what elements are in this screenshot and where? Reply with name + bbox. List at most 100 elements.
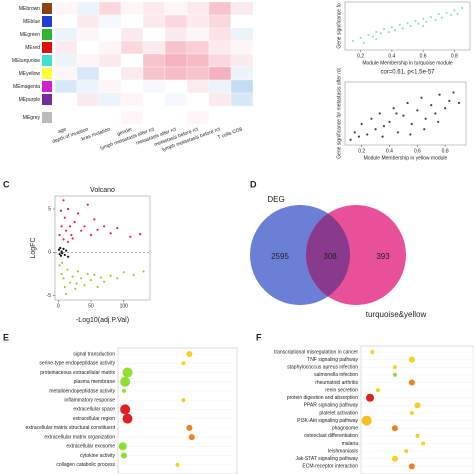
- dot: [366, 393, 375, 402]
- category-label: serine-type endopeptidase activity: [39, 361, 115, 367]
- x-axis-label: Module Membership in turquoise module: [362, 60, 453, 66]
- category-label: Jak-STAT signaling pathway: [295, 456, 358, 462]
- heat-cell: [54, 92, 78, 107]
- point: [414, 20, 417, 23]
- heat-cell: [142, 66, 166, 81]
- module-swatch: [42, 68, 52, 79]
- heat-cell: [76, 1, 100, 16]
- dot: [392, 365, 397, 370]
- point: [429, 15, 433, 19]
- dot: [408, 379, 415, 386]
- y-tick-label: -5: [47, 293, 52, 299]
- row-label: MEblue: [23, 19, 40, 25]
- heat-cell: [164, 53, 188, 68]
- heat-cell: [164, 14, 188, 29]
- heat-cell: [208, 1, 232, 16]
- point: [86, 272, 89, 276]
- overlap: [306, 205, 350, 305]
- point: [398, 23, 401, 26]
- point: [424, 117, 427, 120]
- heat-cell: [120, 79, 144, 94]
- point: [430, 104, 433, 107]
- y-axis-label: LogFC: [30, 237, 37, 258]
- point: [99, 276, 102, 279]
- heat-cell: [208, 92, 232, 107]
- category-label: staphylococcus aureus infection: [287, 365, 358, 371]
- point: [76, 212, 80, 215]
- heat-cell: [54, 14, 78, 29]
- point: [67, 255, 70, 258]
- heat-cell: [76, 79, 100, 94]
- heat-cell: [208, 66, 232, 81]
- dot: [421, 441, 426, 446]
- heat-cell: [186, 27, 210, 42]
- point: [392, 107, 395, 110]
- point: [372, 35, 375, 38]
- dot: [415, 433, 420, 438]
- y-axis-label: Gene significance fo: [336, 3, 342, 49]
- point: [59, 246, 62, 250]
- category-label: inflammatory response: [64, 397, 115, 403]
- point: [62, 199, 65, 202]
- point: [93, 218, 96, 221]
- heat-cell: [142, 40, 166, 55]
- point: [388, 120, 391, 123]
- heat-cell: [120, 92, 144, 107]
- dot: [188, 434, 195, 441]
- point: [396, 131, 399, 134]
- category-label: extracellular exosome: [66, 444, 115, 450]
- point: [379, 32, 383, 35]
- heat-cell: [230, 53, 254, 68]
- point: [409, 24, 412, 28]
- plot-frame: [344, 81, 467, 146]
- point: [375, 30, 378, 34]
- heat-cell: [120, 1, 144, 16]
- dot: [414, 402, 421, 409]
- heat-cell: [142, 92, 166, 107]
- point: [86, 203, 89, 206]
- dot: [122, 413, 133, 424]
- point: [103, 225, 106, 228]
- point: [438, 93, 441, 96]
- module-swatch: [42, 94, 52, 105]
- row-label: MEpurple: [19, 97, 41, 103]
- point: [75, 282, 78, 285]
- plot-frame: [344, 1, 471, 51]
- heat-cell: [76, 66, 100, 81]
- heat-cell: [230, 1, 254, 16]
- dot: [404, 449, 409, 454]
- point: [437, 12, 440, 16]
- point: [406, 21, 409, 25]
- heat-cell: [98, 110, 122, 125]
- point: [440, 16, 443, 19]
- point: [378, 112, 381, 115]
- point: [93, 273, 96, 276]
- category-label: protein digestion and absorption: [287, 395, 358, 401]
- count-label: 393: [376, 252, 390, 261]
- heat-cell: [54, 110, 78, 125]
- heat-cell: [186, 40, 210, 55]
- point: [59, 254, 62, 257]
- point: [89, 278, 93, 282]
- point: [63, 216, 66, 219]
- point: [83, 284, 86, 287]
- point: [103, 280, 106, 283]
- heat-cell: [164, 40, 188, 55]
- category-label: rheumatoid arthritis: [315, 380, 358, 386]
- dot: [361, 415, 372, 426]
- heat-cell: [164, 66, 188, 81]
- heat-cell: [186, 14, 210, 29]
- point: [450, 14, 453, 17]
- heat-cell: [208, 40, 232, 55]
- point: [71, 237, 74, 240]
- heat-cell: [98, 79, 122, 94]
- point: [65, 249, 68, 252]
- point: [375, 38, 378, 41]
- y-tick-label: 5: [48, 206, 51, 212]
- point: [461, 6, 464, 10]
- point: [393, 29, 397, 32]
- category-label: PI3K-Akt signaling pathway: [297, 418, 358, 424]
- category-label: malaria: [342, 441, 359, 447]
- heat-cell: [98, 27, 122, 42]
